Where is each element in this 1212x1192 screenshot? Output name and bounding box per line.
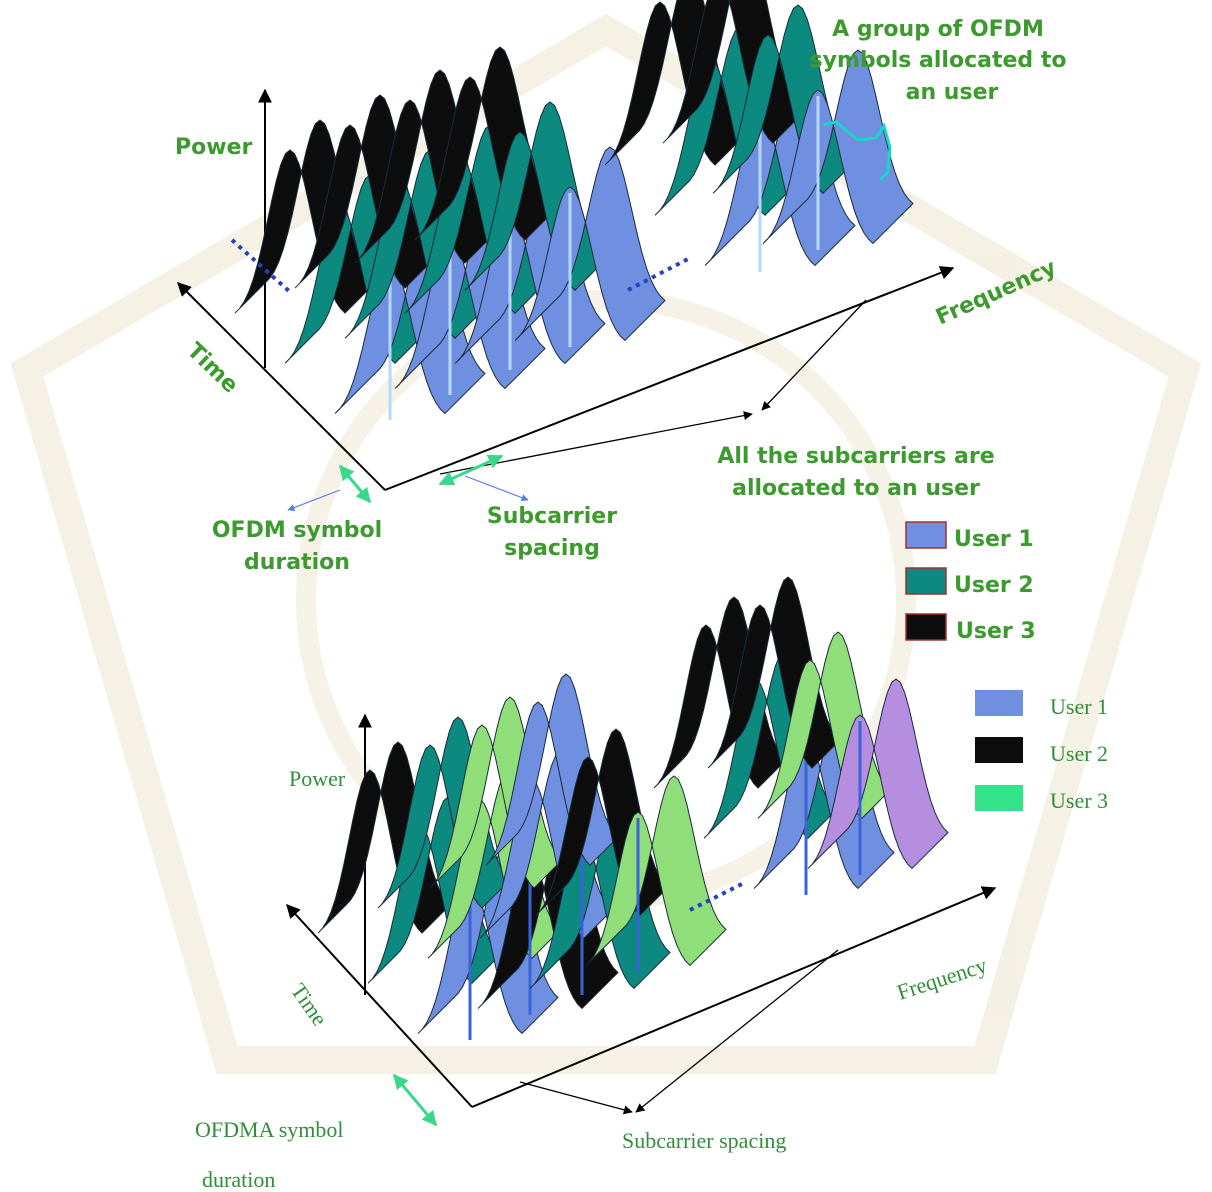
top-spacing-arrow <box>438 454 504 486</box>
top-power-label: Power <box>175 135 252 160</box>
top-legend-label-3: User 3 <box>956 619 1036 644</box>
bottom-dotted-freq <box>689 882 743 912</box>
top-pointer-arrow-1 <box>761 299 867 411</box>
bottom-legend: User 1 User 2 User 3 <box>975 690 1108 813</box>
top-all-annotation-line-2: allocated to an user <box>732 476 980 501</box>
bottom-legend-label-1: User 1 <box>1050 694 1108 719</box>
top-legend-label-2: User 2 <box>954 573 1034 598</box>
bottom-time-axis <box>286 903 473 1108</box>
bottom-ridge-3-front <box>585 775 727 967</box>
top-symbol-duration-line-2: duration <box>244 550 350 575</box>
top-duration-arrow <box>338 464 372 504</box>
bottom-duration-arrow <box>392 1073 438 1127</box>
bottom-symbol-duration-line-1: OFDMA symbol <box>195 1117 344 1142</box>
bottom-legend-swatch-2 <box>975 737 1023 763</box>
top-symbol-duration-line-1: OFDM symbol <box>212 518 382 543</box>
top-dotted-time <box>230 238 292 294</box>
top-time-label: Time <box>182 338 243 398</box>
bottom-diagram: Power Time Frequency OFDMA symbol durati… <box>195 576 1108 1192</box>
bottom-power-label: Power <box>289 766 346 791</box>
top-legend-swatch-2 <box>905 567 947 595</box>
top-frequency-axis <box>384 266 955 491</box>
top-all-annotation-line-1: All the subcarriers are <box>717 444 994 469</box>
top-legend-swatch-3 <box>905 613 947 641</box>
top-dotted-freq <box>627 256 691 292</box>
top-duration-pointer <box>287 489 341 512</box>
top-ridges <box>234 0 914 420</box>
top-group-annotation-line-2: symbols allocated to <box>810 48 1067 73</box>
top-group-brace <box>822 120 892 182</box>
bottom-frequency-label: Frequency <box>894 952 990 1004</box>
top-ridge-3-user-1 <box>514 146 666 342</box>
top-legend-label-1: User 1 <box>954 527 1034 552</box>
bottom-frequency-axis <box>471 886 997 1108</box>
top-subcarrier-spacing-line-2: spacing <box>504 536 600 561</box>
bottom-symbol-duration-line-2: duration <box>202 1167 275 1192</box>
bottom-time-label: Time <box>286 979 333 1031</box>
top-legend: User 1 User 2 User 3 <box>905 521 1036 644</box>
bottom-legend-swatch-3 <box>975 785 1023 811</box>
bottom-legend-label-2: User 2 <box>1050 741 1108 766</box>
bottom-pointer-arrow-2 <box>519 1081 633 1115</box>
top-legend-swatch-1 <box>905 521 947 549</box>
top-group-annotation-line-3: an user <box>906 80 999 105</box>
top-pointer-arrow-2 <box>439 411 753 475</box>
bottom-ridges <box>317 576 949 1040</box>
bottom-ridge-5-front <box>807 678 949 870</box>
bottom-legend-swatch-1 <box>975 690 1023 716</box>
top-subcarrier-spacing-line-1: Subcarrier <box>487 504 617 529</box>
top-ridge-5-user-1 <box>762 49 914 245</box>
top-spacing-pointer <box>464 475 529 502</box>
bottom-pointer-arrow-1 <box>635 949 839 1113</box>
top-time-axis <box>177 282 386 491</box>
top-group-annotation-line-1: A group of OFDM <box>832 17 1044 42</box>
bottom-subcarrier-spacing-label: Subcarrier spacing <box>622 1128 786 1153</box>
bottom-legend-label-3: User 3 <box>1050 788 1108 813</box>
